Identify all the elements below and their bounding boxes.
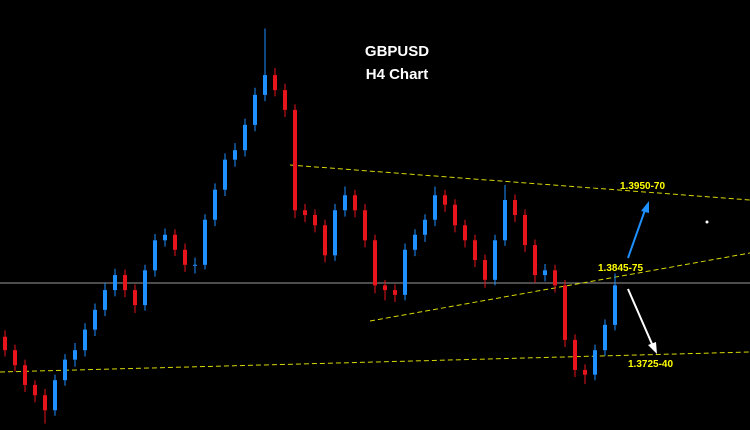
candle-body [143,270,147,306]
candle-body [583,369,587,375]
candle-body [543,270,547,276]
candle-body [493,240,497,280]
candle-body [13,350,17,366]
candle-body [413,234,417,250]
candle-body [173,234,177,250]
marker-dot [705,220,709,224]
candle-body [113,275,117,291]
candle-body [183,249,187,265]
candle-body [313,215,317,226]
candle-body [453,204,457,226]
chart-subtitle: H4 Chart [366,66,429,83]
candle-body [463,225,467,241]
candle-body [23,365,27,385]
candle-body [203,219,207,265]
candle-body [3,336,7,351]
candle-body [353,195,357,211]
candle-body [83,329,87,351]
candle-body [123,275,127,291]
candle-body [193,264,197,266]
candle-body [373,240,377,286]
candle-body [443,195,447,205]
candle-body [363,210,367,241]
candle-body [573,339,577,370]
candle-body [153,240,157,271]
candle-body [233,150,237,160]
candle-body [253,94,257,125]
candle-body [423,219,427,235]
candle-body [323,225,327,256]
annotation: 1.3950-70 [620,181,665,192]
candle-body [383,285,387,291]
candle-body [163,234,167,241]
candle-body [303,210,307,215]
candle-body [63,359,67,381]
candle-body [103,290,107,310]
candle-body [393,290,397,295]
candle-body [343,195,347,211]
candle-body [513,199,517,215]
candles [3,28,617,424]
candle-body [223,159,227,190]
lower-trendline [369,252,750,322]
candle-body [263,75,267,95]
candle-body [73,350,77,360]
candle-body [563,285,567,340]
candle-body [403,249,407,295]
candle-body [333,210,337,256]
candle-body [33,384,37,396]
candle-body [273,75,277,91]
candle-body [593,350,597,375]
candle-body [43,395,47,411]
candle-body [533,245,537,276]
arrow-up [627,201,649,259]
candle-body [603,324,607,351]
candle-body [433,195,437,220]
candle-body [553,270,557,286]
candle-body [293,109,297,211]
annotation: 1.3845-75 [598,263,643,274]
candle-body [213,189,217,220]
candle-body [283,90,287,110]
candle-body [613,285,617,325]
candle-body [93,309,97,330]
candle-body [523,215,527,246]
upper-trendline [289,164,750,201]
candle-body [53,380,57,411]
arrow-down [627,288,657,354]
support-line [0,351,750,373]
candle-body [473,240,477,261]
chart-title: GBPUSD [365,43,429,60]
candle-body [133,290,137,306]
annotation: 1.3725-40 [628,359,673,370]
candle-body [503,199,507,241]
candle-body [483,260,487,280]
candle-body [243,124,247,151]
